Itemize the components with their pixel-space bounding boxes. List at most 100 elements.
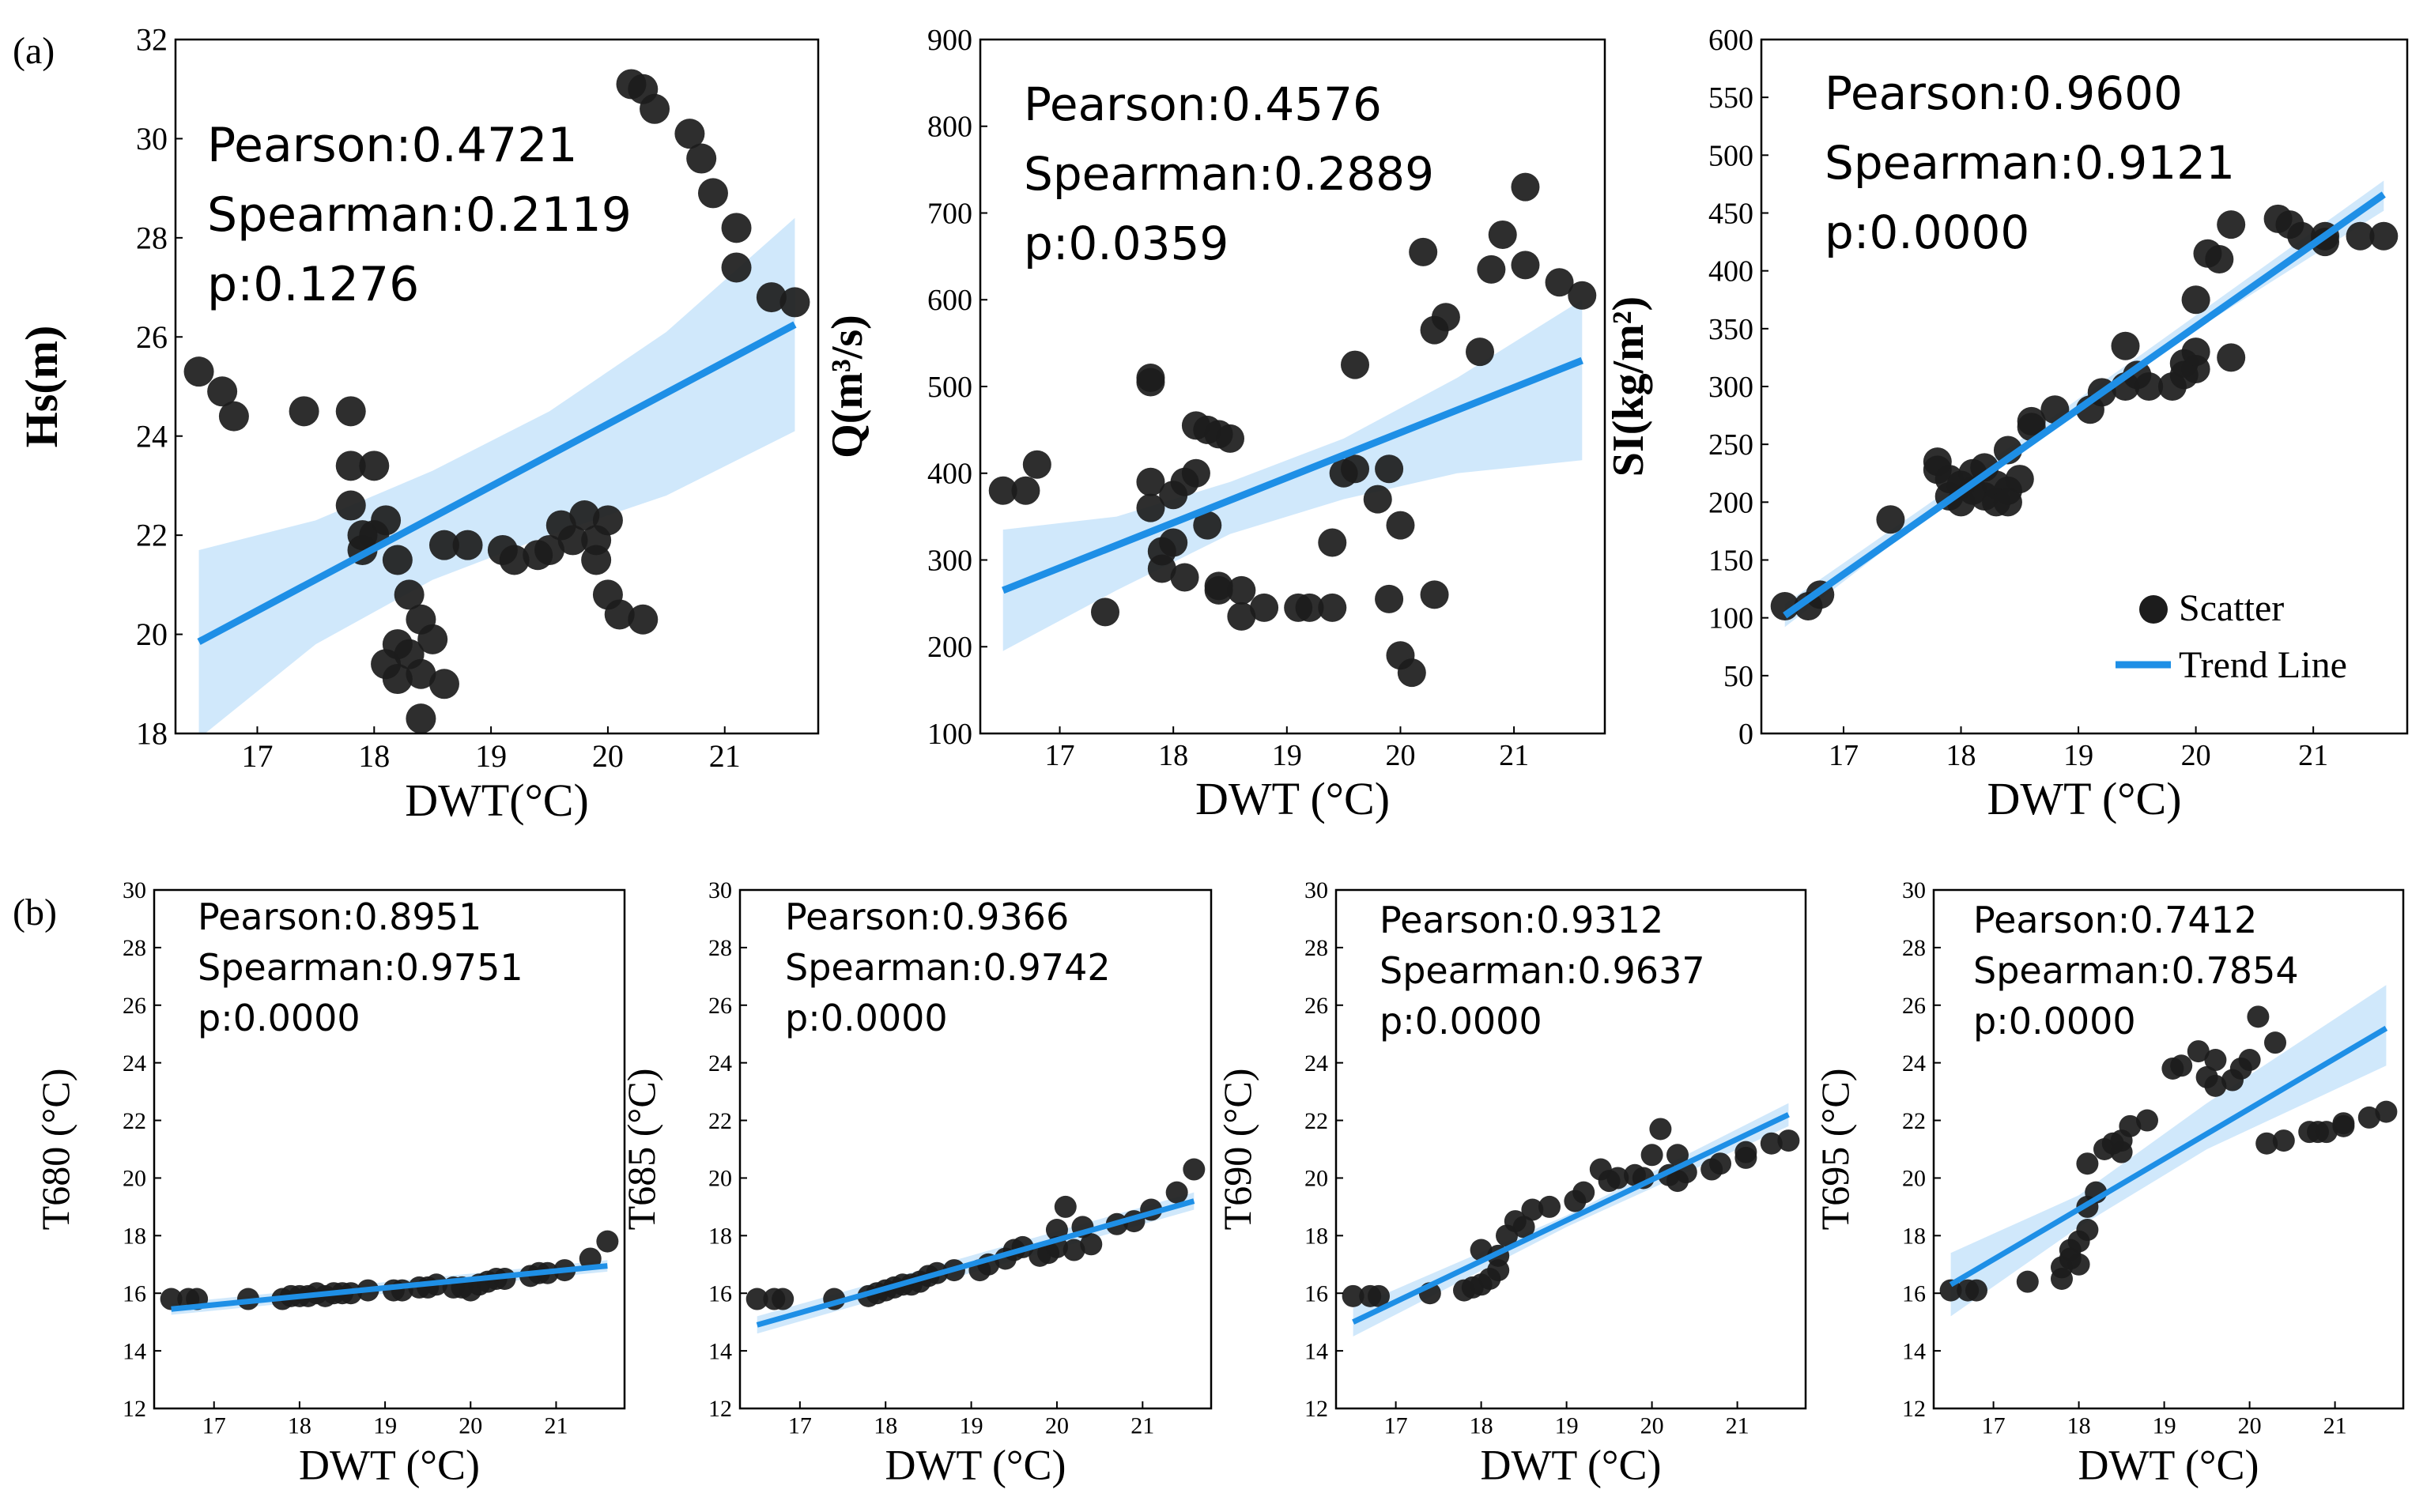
y-tick-label: 400 (927, 458, 972, 491)
legend-scatter-label: Scatter (2179, 587, 2284, 629)
scatter-point (417, 624, 448, 654)
scatter-point (2346, 221, 2375, 251)
stat-line: Spearman:0.9637 (1380, 949, 1705, 992)
scatter-point (1420, 580, 1449, 609)
legend-trend-label: Trend Line (2179, 644, 2347, 686)
stat-line: Pearson:0.4721 (207, 118, 578, 173)
x-tick-label: 21 (2323, 1413, 2347, 1439)
scatter-point (2016, 1270, 2039, 1293)
x-tick-label: 21 (2298, 739, 2328, 772)
y-tick-label: 26 (123, 993, 146, 1019)
stat-line: Spearman:0.7854 (1973, 949, 2299, 992)
scatter-point (1080, 1233, 1103, 1256)
y-tick-label: 30 (708, 877, 732, 903)
scatter-point (2187, 1040, 2210, 1063)
y-tick-label: 800 (927, 111, 972, 144)
scatter-point (207, 376, 238, 407)
scatter-point (596, 1230, 619, 1253)
scatter-point (428, 530, 459, 560)
y-tick-label: 18 (1902, 1224, 1926, 1250)
scatter-point (2315, 1121, 2338, 1144)
x-axis-label: DWT(°C) (405, 775, 589, 826)
trend-line (197, 321, 797, 645)
x-tick-label: 20 (1640, 1413, 1664, 1439)
scatter-point (2238, 1049, 2261, 1072)
x-tick-label: 19 (2063, 739, 2093, 772)
scatter-point (1170, 563, 1199, 592)
x-tick-label: 19 (2153, 1413, 2176, 1439)
x-tick-label: 20 (459, 1413, 482, 1439)
plot-area (1939, 985, 2398, 1317)
y-tick-label: 24 (123, 1050, 146, 1076)
scatter-point (1709, 1152, 1731, 1175)
y-tick-label: 12 (123, 1396, 146, 1422)
scatter-point (335, 490, 366, 521)
scatter-point (579, 1247, 602, 1270)
scatter-point (1250, 593, 1279, 622)
stat-line: p:0.0000 (785, 997, 948, 1039)
scatter-point (2204, 1049, 2227, 1072)
x-tick-label: 21 (1130, 1413, 1154, 1439)
scatter-point (1341, 350, 1369, 379)
scatter-point (1318, 593, 1347, 622)
y-tick-label: 100 (1708, 602, 1753, 635)
plot-area (745, 1158, 1206, 1334)
axes-frame (738, 888, 1213, 1410)
stat-line: p:0.0000 (198, 997, 360, 1039)
scatter-point (2369, 221, 2399, 251)
scatter-point (1640, 1144, 1663, 1167)
y-tick-label: 18 (708, 1224, 732, 1250)
y-tick-label: 150 (1708, 544, 1753, 577)
scatter-point (2357, 1106, 2380, 1129)
scatter-point (1876, 505, 1905, 534)
y-tick-label: 14 (708, 1338, 732, 1364)
scatter-point (1375, 454, 1404, 484)
scatter-point (674, 119, 705, 149)
confidence-band (198, 217, 795, 733)
y-tick-label: 300 (1708, 371, 1753, 404)
y-tick-label: 20 (123, 1166, 146, 1192)
y-tick-label: 14 (1902, 1338, 1926, 1364)
scatter-point (1136, 493, 1165, 522)
scatter-point (2272, 1129, 2295, 1152)
scatter-point (1572, 1181, 1595, 1204)
x-tick-label: 19 (960, 1413, 983, 1439)
chart-t690: 17 18 19 20 21 12 14 16 18 20 22 24 26 28 30 DWT (°C) T6… (1215, 877, 1807, 1488)
y-tick-label: 0 (1738, 718, 1753, 751)
legend-scatter-marker (2139, 595, 2168, 624)
x-axis-label: DWT (°C) (885, 1441, 1066, 1488)
scatter-point (1431, 303, 1460, 332)
y-tick-label: 50 (1723, 660, 1753, 693)
scatter-point (697, 178, 728, 209)
scatter-point (534, 534, 565, 565)
scatter-point (557, 525, 588, 556)
scatter-point (1318, 528, 1347, 557)
scatter-point (1045, 1219, 1068, 1242)
y-axis-label: Q(m³/s) (823, 315, 872, 458)
scatter-point (2247, 1005, 2270, 1028)
plot-area (988, 172, 1597, 688)
y-tick-label: 16 (123, 1280, 146, 1307)
chart-t695: 17 18 19 20 21 12 14 16 18 20 22 24 26 28 30 DWT (°C) T6… (1813, 877, 2405, 1488)
scatter-point (1409, 237, 1438, 266)
y-tick-label: 18 (123, 1224, 146, 1250)
y-tick-label: 22 (1902, 1108, 1926, 1134)
x-tick-label: 17 (1045, 739, 1075, 772)
scatter-point (569, 500, 600, 531)
scatter-point (2119, 1114, 2142, 1137)
confidence-band (1950, 985, 2387, 1317)
y-tick-label: 100 (927, 718, 972, 751)
y-tick-label: 24 (1304, 1050, 1328, 1076)
y-axis-label: SI(kg/m²) (1604, 296, 1653, 477)
stat-line: Spearman:0.9742 (785, 946, 1111, 989)
legend: Scatter Trend Line (2116, 587, 2347, 686)
chart-hs: 17 18 19 20 21 18 20 22 24 26 28 30 32 DWT(°C) Hs(m) Pe… (16, 22, 820, 826)
scatter-point (1545, 268, 1574, 297)
trend-line (1783, 191, 2386, 619)
scatter-point (382, 545, 413, 575)
scatter-point (779, 287, 810, 318)
scatter-point (2136, 1109, 2158, 1132)
scatter-point (428, 669, 459, 699)
scatter-point (2217, 210, 2246, 239)
stat-line: p:0.0000 (1973, 1000, 2136, 1043)
